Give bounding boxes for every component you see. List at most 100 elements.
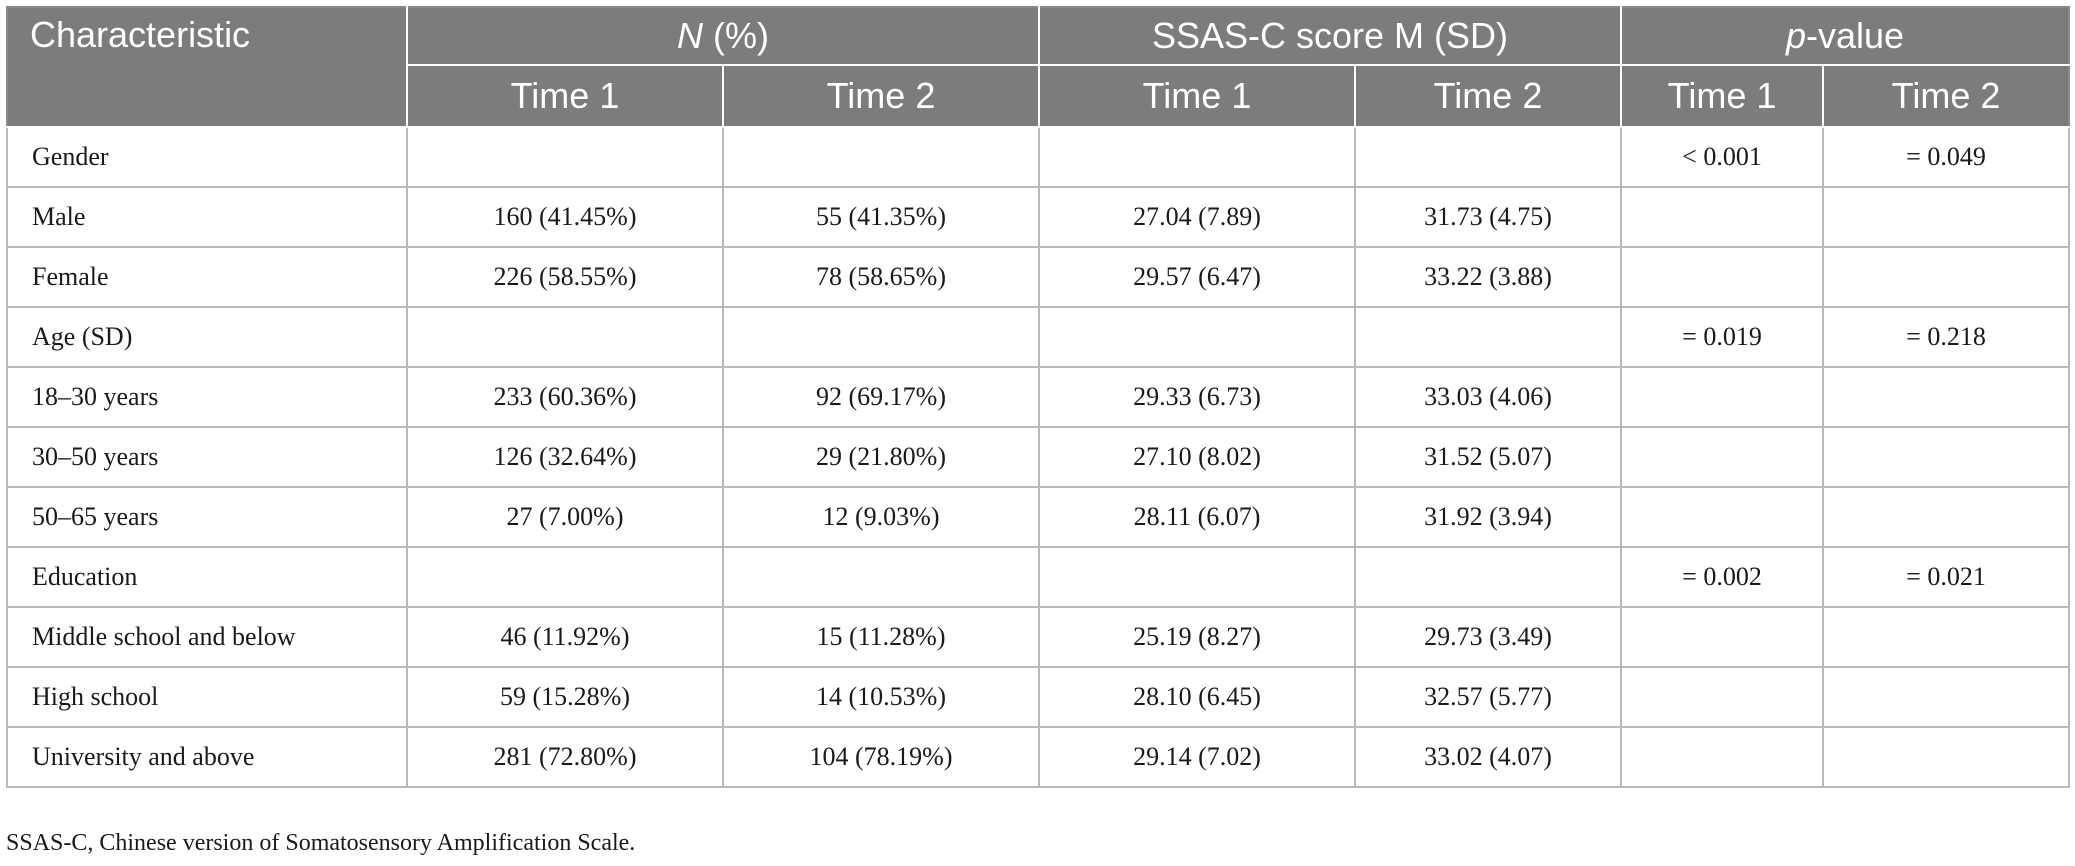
header-row-times: Time 1 Time 2 Time 1 Time 2 Time 1 Time …: [7, 64, 2071, 128]
cell-p-time2: = 0.049: [1822, 126, 2071, 188]
cell-p-time2: = 0.218: [1822, 306, 2071, 368]
table-row: Age (SD) = 0.019 = 0.218: [6, 306, 2071, 368]
cell-p-time1: [1620, 186, 1825, 248]
cell-score-time2: 32.57 (5.77): [1353, 666, 1623, 728]
cell-n-time1: 46 (11.92%): [406, 606, 724, 668]
header-n-time1: Time 1: [406, 64, 724, 128]
cell-score-time1: 28.10 (6.45): [1038, 666, 1356, 728]
cell-n-time2: 55 (41.35%): [722, 186, 1040, 248]
header-ssas-score: SSAS-C score M (SD): [1037, 6, 1623, 66]
cell-score-time2: [1353, 126, 1623, 188]
cell-p-time2: [1822, 426, 2071, 488]
table-row: Female 226 (58.55%) 78 (58.65%) 29.57 (6…: [6, 246, 2071, 308]
row-label: Education: [6, 546, 408, 608]
header-n-rest: (%): [703, 15, 769, 56]
cell-n-time2: [722, 306, 1040, 368]
header-score-time1: Time 1: [1038, 64, 1356, 128]
row-label: 30–50 years: [6, 426, 408, 488]
cell-p-time2: [1822, 366, 2071, 428]
header-n-percent: N (%): [406, 6, 1040, 66]
cell-n-time2: [722, 126, 1040, 188]
cell-n-time1: [406, 126, 724, 188]
cell-n-time1: 59 (15.28%): [406, 666, 724, 728]
header-p-time1: Time 1: [1620, 64, 1825, 128]
header-p-rest: -value: [1806, 15, 1905, 56]
cell-n-time2: 14 (10.53%): [722, 666, 1040, 728]
row-label: Gender: [6, 126, 408, 188]
cell-n-time1: 226 (58.55%): [406, 246, 724, 308]
cell-score-time1: 29.57 (6.47): [1038, 246, 1356, 308]
cell-score-time1: 29.33 (6.73): [1038, 366, 1356, 428]
cell-p-time2: [1822, 486, 2071, 548]
row-label: 50–65 years: [6, 486, 408, 548]
cell-score-time2: 31.52 (5.07): [1353, 426, 1623, 488]
cell-score-time2: [1353, 306, 1623, 368]
cell-score-time1: [1038, 546, 1356, 608]
header-n-time2: Time 2: [722, 64, 1040, 128]
cell-score-time2: [1353, 546, 1623, 608]
cell-p-time1: < 0.001: [1620, 126, 1825, 188]
header-characteristic: Characteristic: [6, 6, 408, 128]
cell-p-time2: [1822, 666, 2071, 728]
table-row: Male 160 (41.45%) 55 (41.35%) 27.04 (7.8…: [6, 186, 2071, 248]
table-row: Middle school and below 46 (11.92%) 15 (…: [6, 606, 2071, 668]
table-row: Education = 0.002 = 0.021: [6, 546, 2071, 608]
header-p-time2: Time 2: [1822, 64, 2071, 128]
cell-p-time1: [1620, 246, 1825, 308]
header-p-italic: p: [1785, 15, 1806, 56]
cell-n-time1: 27 (7.00%): [406, 486, 724, 548]
cell-n-time1: 160 (41.45%): [406, 186, 724, 248]
cell-n-time2: 29 (21.80%): [722, 426, 1040, 488]
header-row-groups: Characteristic N (%) SSAS-C score M (SD)…: [6, 6, 2071, 128]
cell-score-time1: 25.19 (8.27): [1038, 606, 1356, 668]
cell-score-time2: 31.92 (3.94): [1353, 486, 1623, 548]
cell-score-time2: 33.02 (4.07): [1353, 726, 1623, 788]
row-label: Age (SD): [6, 306, 408, 368]
cell-score-time2: 33.03 (4.06): [1353, 366, 1623, 428]
cell-p-time1: [1620, 426, 1825, 488]
cell-p-time2: [1822, 246, 2071, 308]
cell-n-time2: [722, 546, 1040, 608]
cell-n-time2: 92 (69.17%): [722, 366, 1040, 428]
cell-n-time1: 233 (60.36%): [406, 366, 724, 428]
cell-n-time1: 281 (72.80%): [406, 726, 724, 788]
cell-p-time1: [1620, 486, 1825, 548]
table-row: High school 59 (15.28%) 14 (10.53%) 28.1…: [6, 666, 2071, 728]
table-row: University and above 281 (72.80%) 104 (7…: [6, 726, 2071, 788]
cell-p-time1: [1620, 606, 1825, 668]
table-header: Characteristic N (%) SSAS-C score M (SD)…: [6, 6, 2071, 128]
table-row: 50–65 years 27 (7.00%) 12 (9.03%) 28.11 …: [6, 486, 2071, 548]
cell-n-time1: [406, 306, 724, 368]
header-score-time2: Time 2: [1353, 64, 1623, 128]
cell-score-time1: 27.04 (7.89): [1038, 186, 1356, 248]
cell-p-time1: = 0.002: [1620, 546, 1825, 608]
cell-score-time1: 27.10 (8.02): [1038, 426, 1356, 488]
cell-score-time2: 31.73 (4.75): [1353, 186, 1623, 248]
cell-score-time1: [1038, 306, 1356, 368]
cell-p-time2: [1822, 606, 2071, 668]
row-label: Male: [6, 186, 408, 248]
cell-score-time1: 28.11 (6.07): [1038, 486, 1356, 548]
cell-score-time2: 29.73 (3.49): [1353, 606, 1623, 668]
cell-p-time2: [1822, 726, 2071, 788]
cell-n-time1: 126 (32.64%): [406, 426, 724, 488]
header-n-italic: N: [677, 15, 703, 56]
cell-p-time2: = 0.021: [1822, 546, 2071, 608]
data-table-container: Characteristic N (%) SSAS-C score M (SD)…: [6, 6, 2071, 788]
table-row: 30–50 years 126 (32.64%) 29 (21.80%) 27.…: [6, 426, 2071, 488]
cell-n-time1: [406, 546, 724, 608]
cell-score-time2: 33.22 (3.88): [1353, 246, 1623, 308]
row-label: Middle school and below: [6, 606, 408, 668]
cell-score-time1: 29.14 (7.02): [1038, 726, 1356, 788]
cell-n-time2: 12 (9.03%): [722, 486, 1040, 548]
table-row: 18–30 years 233 (60.36%) 92 (69.17%) 29.…: [6, 366, 2071, 428]
header-p-value: p-value: [1620, 6, 2071, 66]
table-body: Gender < 0.001 = 0.049 Male 160 (41.45%)…: [6, 126, 2071, 788]
row-label: University and above: [6, 726, 408, 788]
row-label: 18–30 years: [6, 366, 408, 428]
cell-p-time1: = 0.019: [1620, 306, 1825, 368]
table-footnote: SSAS-C, Chinese version of Somatosensory…: [6, 830, 636, 856]
table-row: Gender < 0.001 = 0.049: [6, 126, 2071, 188]
cell-p-time1: [1620, 366, 1825, 428]
cell-p-time1: [1620, 666, 1825, 728]
